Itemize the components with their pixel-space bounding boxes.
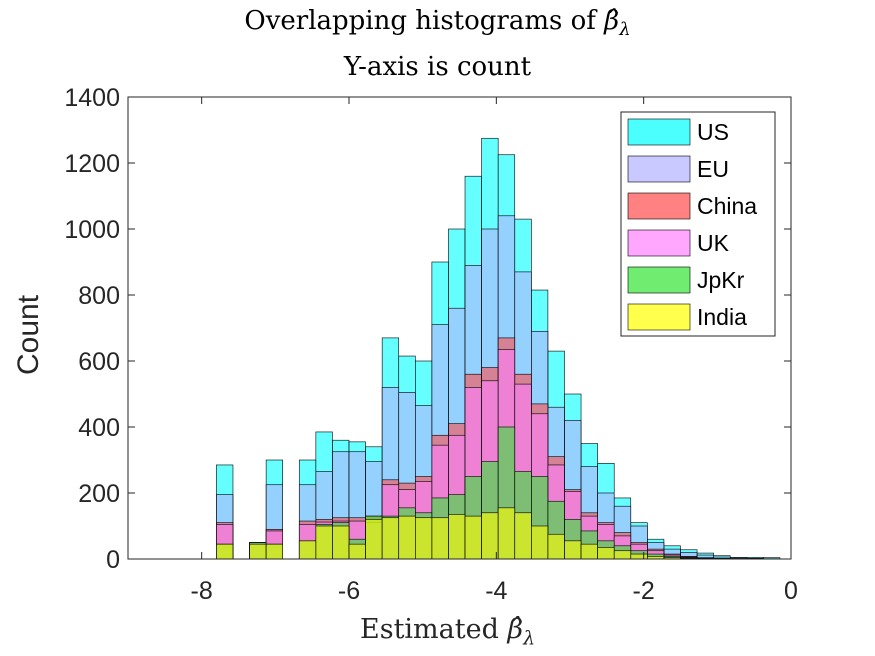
legend-swatch-jpkr: [627, 266, 691, 294]
y-tick-label: 600: [78, 348, 120, 376]
bar-india-17: [497, 507, 516, 560]
legend-swatch-china: [627, 192, 691, 220]
bar-india-25: [630, 553, 648, 560]
bar-india-0: [216, 543, 234, 560]
y-tick-label: 1200: [64, 150, 120, 178]
x-axis-label: Estimated β̂λ: [360, 614, 536, 650]
bar-india-23: [597, 547, 615, 560]
bar-india-16: [481, 512, 499, 560]
legend-label-eu: EU: [697, 156, 729, 182]
legend-label-us: US: [697, 119, 729, 145]
bar-india-2: [249, 543, 267, 560]
x-tick-label: 0: [784, 577, 798, 605]
chart-title-text: Overlapping histograms of: [244, 6, 596, 36]
legend-label-india: India: [697, 304, 747, 330]
y-tick-label: 200: [78, 480, 120, 508]
bar-india-3: [265, 543, 284, 560]
legend-box: [620, 111, 776, 337]
legend-label-uk: UK: [697, 230, 729, 256]
legend: [620, 111, 776, 337]
x-tick-label: -4: [485, 577, 507, 605]
chart-title-symbol: β̂λ: [604, 6, 631, 41]
legend-swatch-us: [627, 118, 691, 146]
y-tick-label: 400: [78, 414, 120, 442]
chart-title: Overlapping histograms of β̂λ: [0, 6, 875, 40]
bar-india-15: [464, 515, 482, 560]
y-tick-label: 1400: [64, 84, 120, 112]
bar-india-13: [431, 517, 449, 560]
bar-india-7: [332, 525, 350, 560]
bar-india-24: [613, 550, 632, 560]
bar-india-19: [531, 525, 549, 560]
bar-india-9: [365, 519, 383, 560]
y-tick-label: 0: [106, 546, 120, 574]
bar-india-12: [414, 517, 433, 560]
bar-india-22: [580, 543, 598, 560]
x-tick-label: -6: [338, 577, 360, 605]
bar-india-18: [514, 512, 532, 560]
legend-label-china: China: [697, 193, 758, 219]
bar-india-21: [564, 540, 582, 560]
x-tick-label: -2: [633, 577, 655, 605]
bar-india-11: [398, 515, 416, 560]
y-tick-label: 800: [78, 282, 120, 310]
plot-frame: [127, 96, 792, 560]
bar-india-14: [448, 514, 466, 560]
y-tick-label: 1000: [64, 216, 120, 244]
bar-india-20: [547, 533, 565, 560]
bar-india-6: [315, 525, 333, 560]
chart-subtitle: Y-axis is count: [343, 52, 532, 82]
y-axis-label: Count: [12, 294, 45, 375]
bars-layer: [216, 137, 781, 560]
legend-label-jpkr: JpKr: [697, 267, 745, 293]
bar-india-10: [381, 517, 400, 560]
legend-swatch-eu: [627, 155, 691, 183]
legend-swatch-uk: [627, 229, 691, 257]
bar-india-5: [298, 540, 317, 560]
ticks-layer: -8 -6 -4 -2 0 0 200 400 600 800 1000 1200 1400: [64, 84, 798, 605]
bar-india-8: [348, 543, 366, 560]
legend-swatch-india: [627, 303, 691, 331]
x-tick-label: -8: [191, 577, 213, 605]
